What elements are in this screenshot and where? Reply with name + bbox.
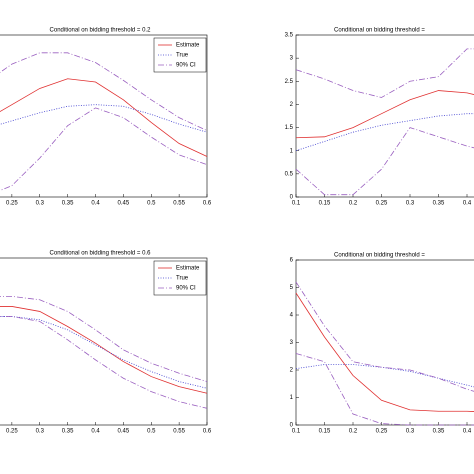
y-tick-label: 5 bbox=[290, 285, 294, 291]
x-tick-label: 0.3 bbox=[406, 429, 415, 435]
plot-area bbox=[295, 259, 474, 426]
series-line bbox=[295, 48, 474, 98]
series-line bbox=[295, 292, 474, 412]
y-tick-label: 3.5 bbox=[285, 33, 294, 39]
legend-label: 90% CI bbox=[176, 63, 196, 69]
x-tick-label: 0.2 bbox=[349, 429, 358, 435]
y-tick-label: 3 bbox=[290, 340, 294, 346]
legend-label: True bbox=[176, 276, 189, 282]
series-line bbox=[295, 281, 474, 392]
legend-label: True bbox=[176, 53, 189, 59]
ci-lower-line bbox=[0, 316, 208, 409]
x-tick-label: 0.5 bbox=[147, 201, 156, 207]
series-line bbox=[295, 90, 474, 139]
y-tick-label: 0.5 bbox=[285, 171, 294, 177]
x-tick-label: 0.35 bbox=[62, 201, 74, 207]
x-tick-label: 0.2 bbox=[349, 201, 358, 207]
y-tick-label: 2 bbox=[290, 102, 294, 108]
x-tick-label: 0.4 bbox=[91, 429, 100, 435]
x-tick-label: 0.6 bbox=[203, 429, 212, 435]
legend-label: Estimate bbox=[176, 266, 200, 272]
y-tick-label: 0 bbox=[290, 195, 294, 201]
legend-box bbox=[153, 260, 207, 296]
x-tick-label: 0.4 bbox=[91, 201, 100, 207]
legend-label: Estimate bbox=[176, 43, 200, 49]
series-line bbox=[295, 364, 474, 388]
x-tick-label: 0.45 bbox=[118, 429, 130, 435]
x-tick-label: 0.3 bbox=[36, 201, 45, 207]
ci-lower-line bbox=[295, 353, 474, 426]
series-line bbox=[0, 296, 208, 382]
x-tick-label: 0.1 bbox=[292, 201, 301, 207]
y-tick-label: 2 bbox=[290, 368, 294, 374]
x-tick-label: 0.25 bbox=[376, 201, 388, 207]
chart-title: Conditional on bidding threshold = bbox=[334, 28, 425, 34]
ci-lower-line bbox=[0, 107, 208, 191]
ci-lower-line bbox=[295, 127, 474, 196]
chart-title: Conditional on bidding threshold = 0.2 bbox=[50, 28, 152, 34]
x-tick-label: 0.4 bbox=[463, 201, 472, 207]
series-line bbox=[295, 113, 474, 152]
series-line bbox=[0, 78, 208, 157]
y-tick-label: 0 bbox=[290, 423, 294, 429]
y-tick-label: 1 bbox=[290, 395, 294, 401]
x-tick-label: 0.15 bbox=[319, 429, 331, 435]
x-tick-label: 0.35 bbox=[433, 429, 445, 435]
x-tick-label: 0.25 bbox=[6, 429, 18, 435]
series-line bbox=[0, 306, 208, 394]
y-tick-label: 1.5 bbox=[285, 125, 294, 131]
x-tick-label: 0.55 bbox=[173, 201, 185, 207]
series-line bbox=[0, 52, 208, 131]
x-tick-label: 0.1 bbox=[292, 429, 301, 435]
x-tick-label: 0.55 bbox=[173, 429, 185, 435]
x-tick-label: 0.45 bbox=[118, 201, 130, 207]
plot-area bbox=[295, 34, 474, 198]
x-tick-label: 0.25 bbox=[376, 429, 388, 435]
x-tick-label: 0.6 bbox=[203, 201, 212, 207]
legend-label: 90% CI bbox=[176, 286, 196, 292]
x-tick-label: 0.35 bbox=[62, 429, 74, 435]
x-tick-label: 0.35 bbox=[433, 201, 445, 207]
x-tick-label: 0.3 bbox=[36, 429, 45, 435]
legend-box bbox=[153, 37, 207, 73]
x-tick-label: 0.15 bbox=[319, 201, 331, 207]
y-tick-label: 4 bbox=[290, 313, 294, 319]
chart-title: Conditional on bidding threshold = bbox=[334, 253, 425, 259]
y-tick-label: 1 bbox=[290, 148, 294, 154]
y-tick-label: 6 bbox=[290, 258, 294, 264]
x-tick-label: 0.25 bbox=[6, 201, 18, 207]
y-tick-label: 3 bbox=[290, 56, 294, 62]
x-tick-label: 0.5 bbox=[147, 429, 156, 435]
x-tick-label: 0.3 bbox=[406, 201, 415, 207]
x-tick-label: 0.4 bbox=[463, 429, 472, 435]
y-tick-label: 2.5 bbox=[285, 79, 294, 85]
chart-title: Conditional on bidding threshold = 0.6 bbox=[50, 251, 152, 257]
